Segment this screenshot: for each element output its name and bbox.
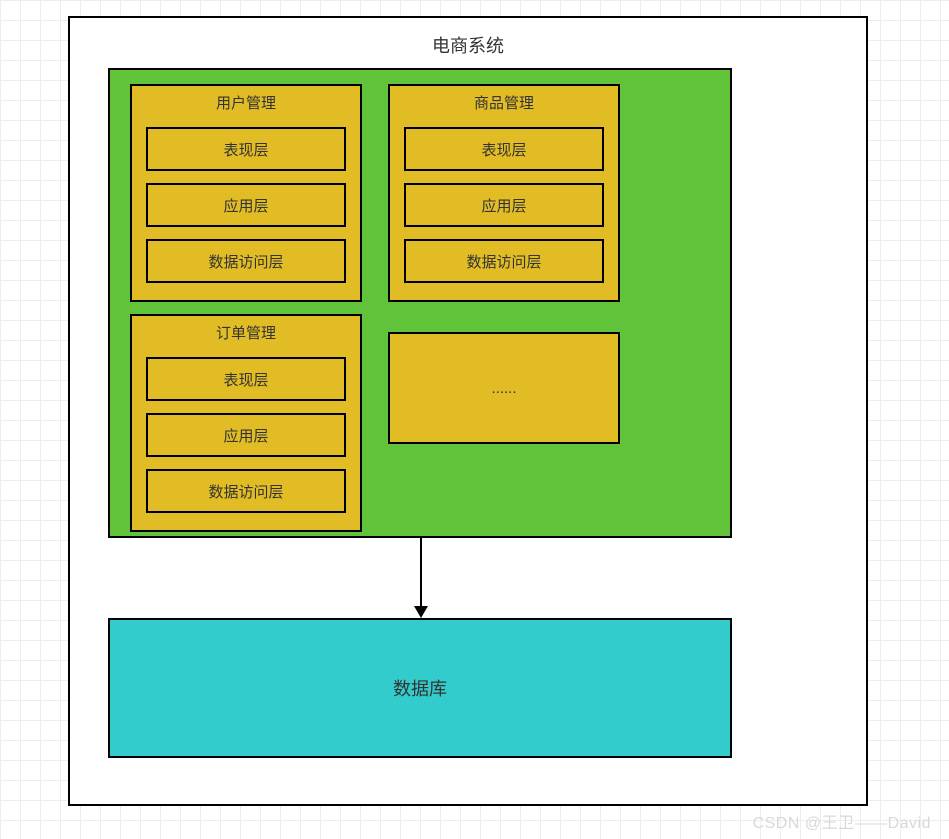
module-ellipsis: ...... (388, 332, 620, 444)
module-order-layer-application: 应用层 (146, 413, 346, 457)
module-user-layer-application: 应用层 (146, 183, 346, 227)
arrow-line (420, 538, 422, 610)
arrow-head-icon (414, 606, 428, 618)
module-user-layer-data-access: 数据访问层 (146, 239, 346, 283)
system-container: 电商系统 用户管理 表现层 应用层 数据访问层 商品管理 表现层 应用层 数据访… (68, 16, 868, 806)
module-product-layer-data-access: 数据访问层 (404, 239, 604, 283)
database-box: 数据库 (108, 618, 732, 758)
module-product: 商品管理 表现层 应用层 数据访问层 (388, 84, 620, 302)
module-user-title: 用户管理 (132, 86, 360, 117)
module-order-title: 订单管理 (132, 316, 360, 347)
module-product-title: 商品管理 (390, 86, 618, 117)
module-product-layer-presentation: 表现层 (404, 127, 604, 171)
module-user-layer-presentation: 表现层 (146, 127, 346, 171)
module-order-layer-data-access: 数据访问层 (146, 469, 346, 513)
modules-container: 用户管理 表现层 应用层 数据访问层 商品管理 表现层 应用层 数据访问层 订单… (108, 68, 732, 538)
watermark-text: CSDN @王卫——David (753, 809, 931, 833)
system-title: 电商系统 (70, 18, 866, 58)
module-product-layer-application: 应用层 (404, 183, 604, 227)
module-order: 订单管理 表现层 应用层 数据访问层 (130, 314, 362, 532)
module-order-layer-presentation: 表现层 (146, 357, 346, 401)
module-user: 用户管理 表现层 应用层 数据访问层 (130, 84, 362, 302)
